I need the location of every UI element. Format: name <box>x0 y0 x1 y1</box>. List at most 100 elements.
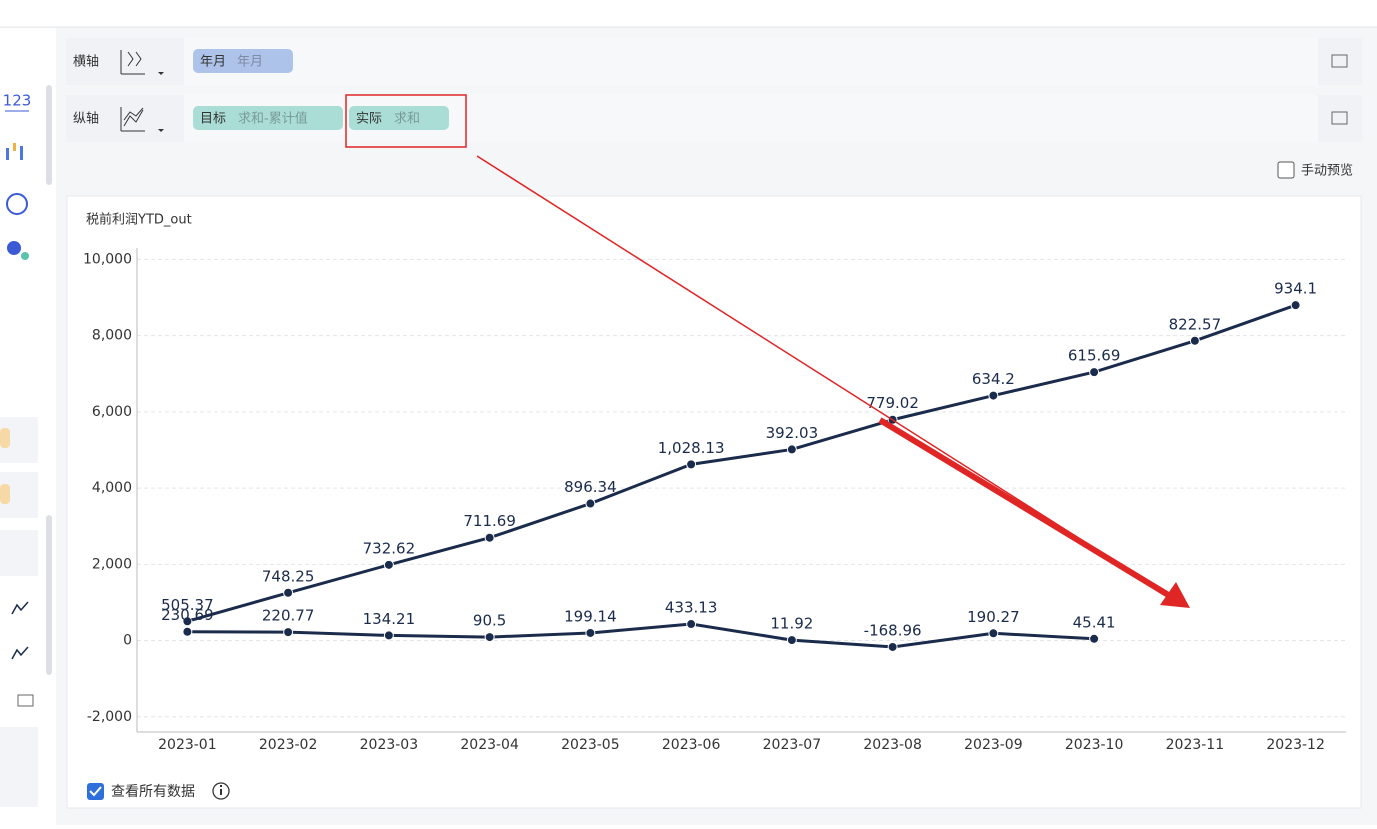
field-name: 年月 <box>200 55 226 70</box>
data-label: 896.34 <box>564 478 617 496</box>
icon[interactable] <box>6 148 9 160</box>
settings-icon[interactable] <box>1331 54 1348 68</box>
chart-title: 税前利润YTD_out <box>86 212 192 228</box>
data-label: 779.02 <box>866 394 919 412</box>
field-pill[interactable] <box>193 49 293 73</box>
checkbox-label: 手动预览 <box>1301 163 1353 179</box>
checkbox-label: 查看所有数据 <box>111 784 195 800</box>
check-mark <box>89 786 102 797</box>
icon[interactable] <box>7 241 21 255</box>
data-label: 392.03 <box>766 424 819 442</box>
icon <box>0 484 10 504</box>
y-tick-label: 2,000 <box>92 556 132 572</box>
field-name: 目标 <box>200 112 226 127</box>
data-label: 822.57 <box>1169 315 1222 333</box>
data-label: 634.2 <box>972 370 1015 388</box>
data-label: 615.69 <box>1068 347 1121 365</box>
drop-zone[interactable] <box>184 38 1318 85</box>
field-pill[interactable] <box>349 106 449 130</box>
data-point <box>484 532 495 543</box>
field-detail: 求和-累计值 <box>238 111 308 127</box>
data-label: 134.21 <box>363 610 416 628</box>
data-point <box>383 630 394 641</box>
x-tick-label: 2023-12 <box>1266 737 1325 753</box>
y-tick-label: 4,000 <box>92 480 132 496</box>
highlight-box <box>345 94 467 148</box>
x-tick-label: 2023-07 <box>763 737 822 753</box>
data-label: 11.92 <box>770 615 813 633</box>
info-icon[interactable] <box>212 782 230 800</box>
arrow-head <box>1160 582 1190 608</box>
data-label: 230.69 <box>161 606 214 624</box>
data-point <box>1089 633 1100 644</box>
x-tick-label: 2023-01 <box>158 737 217 753</box>
icon[interactable] <box>6 193 28 215</box>
y-tick-label: 6,000 <box>92 404 132 420</box>
x-tick-label: 2023-10 <box>1065 737 1124 753</box>
icon[interactable] <box>120 107 145 132</box>
data-point <box>182 616 193 627</box>
data-point <box>988 628 999 639</box>
field-name: 实际 <box>356 112 382 127</box>
field-detail: 求和 <box>394 112 420 127</box>
data-point <box>786 635 797 646</box>
field-item <box>0 727 38 807</box>
x-tick-label: 2023-04 <box>460 737 519 753</box>
scrollbar <box>46 85 52 185</box>
data-label: 45.41 <box>1073 613 1116 631</box>
data-point <box>1089 367 1100 378</box>
icon <box>0 428 10 448</box>
sidebar-icon-label[interactable]: 123 <box>3 92 32 110</box>
data-label: 90.5 <box>473 612 506 630</box>
checkbox[interactable] <box>1277 161 1295 179</box>
data-point <box>585 627 596 638</box>
annotation-arrow <box>878 417 1172 599</box>
y-tick-label: 8,000 <box>92 328 132 344</box>
data-label: 711.69 <box>463 512 516 530</box>
y-tick-label: 10,000 <box>83 251 132 267</box>
icon[interactable] <box>120 50 145 75</box>
data-label: 732.62 <box>363 539 416 557</box>
row-label: 横轴 <box>73 55 99 70</box>
data-point <box>887 641 898 652</box>
field-item[interactable] <box>0 530 38 576</box>
data-point <box>786 444 797 455</box>
data-point <box>585 498 596 509</box>
data-point <box>283 627 294 638</box>
field-pill[interactable] <box>193 106 343 130</box>
icon[interactable] <box>11 601 29 615</box>
top-bar <box>0 0 1377 27</box>
x-tick-label: 2023-08 <box>863 737 922 753</box>
data-point <box>1189 335 1200 346</box>
info-icon <box>220 785 222 787</box>
x-tick-label: 2023-03 <box>360 737 419 753</box>
dropdown[interactable] <box>158 129 164 132</box>
icon[interactable] <box>11 646 29 660</box>
series-line <box>187 622 1095 649</box>
data-label: 199.14 <box>564 607 617 625</box>
data-point <box>988 390 999 401</box>
icon <box>20 146 23 160</box>
plot: -2,000 0 2,000 4,000 6,000 8,000 10,000 2023-01… <box>83 248 1346 753</box>
data-label: 433.13 <box>665 599 718 617</box>
data-point <box>1290 300 1301 311</box>
data-point <box>283 587 294 598</box>
data-label: 1,028.13 <box>658 439 725 457</box>
field-detail: 年月 <box>237 55 263 70</box>
x-tick-label: 2023-06 <box>662 737 721 753</box>
data-point <box>484 632 495 643</box>
info-icon <box>220 789 222 795</box>
data-point <box>182 626 193 637</box>
data-label: 934.1 <box>1274 280 1317 298</box>
settings-icon[interactable] <box>1331 111 1348 125</box>
y-tick-label: -2,000 <box>87 709 132 725</box>
data-point <box>686 619 697 630</box>
data-label: 190.27 <box>967 608 1020 626</box>
icon[interactable] <box>17 694 34 707</box>
dropdown[interactable] <box>158 72 164 75</box>
data-label: -168.96 <box>864 621 922 639</box>
chart-card <box>66 195 1362 809</box>
data-label: 748.25 <box>262 567 315 585</box>
